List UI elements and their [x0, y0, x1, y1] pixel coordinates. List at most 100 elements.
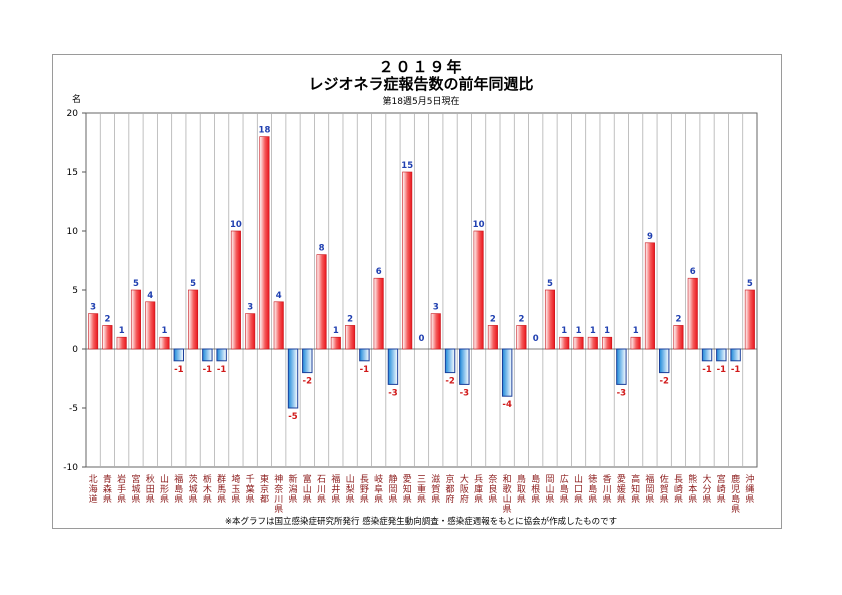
category-label: 滋賀県	[431, 473, 440, 505]
chart-caption: 第18週5月5日現在	[382, 97, 460, 107]
data-label: 5	[747, 279, 753, 289]
category-label: 岩手県	[117, 473, 126, 505]
y-tick-label: -5	[69, 404, 78, 414]
bar	[402, 171, 413, 350]
bar	[159, 336, 170, 350]
y-tick-label: 20	[67, 109, 79, 119]
category-label: 広島県	[560, 473, 569, 505]
bar	[644, 242, 655, 350]
y-tick-label: 15	[67, 168, 78, 178]
bar	[573, 336, 584, 350]
bar	[387, 348, 399, 385]
category-label: 石川県	[317, 475, 326, 505]
category-label: 長野県	[360, 474, 369, 505]
data-label: 10	[473, 220, 485, 230]
category-label: 栃木県	[203, 473, 212, 505]
data-label: -2	[445, 377, 455, 387]
data-label: 1	[119, 326, 125, 336]
chart-title: ２０１９年	[378, 58, 464, 76]
bar	[330, 336, 341, 350]
category-label: 神奈川県	[274, 473, 283, 515]
category-label: 富山県	[303, 473, 312, 505]
data-label: -1	[174, 365, 184, 375]
data-label: 3	[433, 303, 439, 313]
category-label: 愛媛県	[617, 473, 626, 505]
data-label: 18	[259, 126, 271, 136]
category-label: 長崎県	[674, 474, 683, 505]
bar	[245, 313, 256, 350]
bar	[216, 348, 227, 362]
category-label: 徳島県	[588, 473, 597, 505]
data-label: 0	[533, 334, 539, 344]
data-label: -4	[502, 400, 512, 410]
bar	[316, 254, 327, 350]
bar	[116, 336, 127, 350]
category-label: 鹿児島県	[731, 473, 740, 515]
category-label: 北海道	[89, 474, 98, 505]
data-label: 1	[333, 326, 339, 336]
bar	[730, 348, 741, 362]
category-label: 岡山県	[545, 474, 554, 505]
data-label: -5	[288, 412, 298, 422]
data-label: -1	[203, 365, 213, 375]
y-tick-label: -10	[63, 463, 78, 473]
data-label: 5	[190, 279, 196, 289]
data-label: 1	[561, 326, 567, 336]
category-label: 山形県	[160, 474, 169, 505]
category-label: 奈良県	[488, 473, 497, 505]
data-label: 1	[162, 326, 168, 336]
bar	[188, 289, 199, 350]
category-label: 宮城県	[131, 473, 140, 505]
footnote: ※本グラフは国立感染症研究所発行 感染症発生動向調査・感染症週報をもとに協会が作…	[224, 517, 618, 527]
data-label: 1	[590, 326, 596, 336]
bar	[630, 336, 641, 350]
bar	[744, 289, 755, 350]
data-label: 3	[90, 303, 96, 313]
data-label: 0	[419, 334, 425, 344]
data-label: 3	[247, 303, 253, 313]
category-label: 岐阜県	[374, 473, 383, 505]
chart-subtitle: レジオネラ症報告数の前年同週比	[308, 75, 534, 93]
bar	[373, 277, 384, 350]
category-label: 東京都	[260, 473, 269, 505]
bar	[559, 336, 570, 350]
bar	[687, 277, 698, 350]
data-label: 2	[676, 314, 682, 324]
category-label: 静岡県	[388, 473, 397, 505]
bar	[345, 325, 356, 350]
category-label: 山梨県	[346, 474, 355, 505]
data-label: 5	[547, 279, 553, 289]
category-label: 千葉県	[246, 474, 255, 505]
y-tick-label: 0	[72, 345, 78, 355]
bar	[716, 348, 727, 362]
data-label: -1	[702, 365, 712, 375]
category-label: 福岡県	[645, 473, 654, 505]
category-label: 三重県	[417, 475, 426, 505]
bar	[473, 230, 484, 350]
category-label: 茨城県	[189, 473, 198, 505]
data-label: -1	[360, 365, 370, 375]
category-label: 佐賀県	[660, 473, 669, 505]
data-label: 1	[604, 326, 610, 336]
bar	[145, 301, 156, 350]
bar	[616, 348, 627, 385]
bar	[501, 348, 513, 397]
bar	[602, 336, 613, 350]
category-label: 島根県	[531, 473, 540, 505]
bar	[273, 301, 284, 350]
category-label: 福井県	[331, 473, 340, 505]
data-label: 6	[690, 267, 696, 277]
category-label: 京都府	[446, 473, 455, 505]
bar	[487, 325, 498, 350]
data-label: 8	[319, 244, 325, 254]
chart-frame	[52, 54, 782, 529]
category-label: 大阪府	[460, 473, 469, 505]
y-tick-label: 5	[72, 286, 78, 296]
bar	[130, 289, 141, 350]
y-tick-label: 10	[67, 227, 79, 237]
category-label: 青森県	[103, 473, 112, 505]
category-label: 和歌山県	[503, 474, 512, 515]
bar	[359, 348, 370, 362]
bar	[673, 325, 684, 350]
data-label: -3	[388, 388, 398, 398]
